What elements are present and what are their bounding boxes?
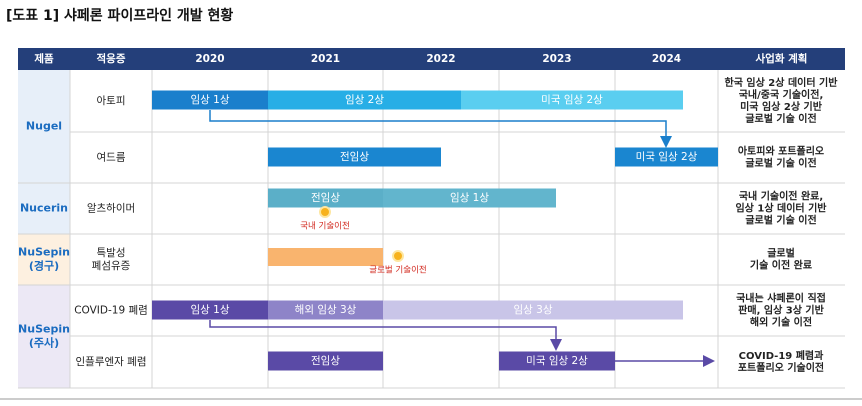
header-cell: 2024	[652, 53, 681, 65]
stage-bar	[152, 90, 268, 110]
indication: 폐섬유증	[92, 260, 131, 272]
product-bg	[18, 285, 70, 388]
stage-bar	[615, 147, 718, 167]
indication: 알츠하이머	[87, 202, 135, 215]
header-cell: 2023	[542, 53, 571, 65]
plan-line: 국내 기술이전 완료,	[739, 190, 823, 203]
indication: 특발성	[97, 247, 126, 259]
plan-line: 기술 이전 완료	[750, 259, 812, 272]
stage-label: 임상 1상	[191, 303, 230, 316]
transfer-icon	[392, 250, 404, 262]
indication: 아토피	[97, 95, 126, 107]
stage-bar	[268, 351, 383, 371]
stage-label: 미국 임상 2상	[541, 93, 603, 106]
stage-label: 전임상	[340, 150, 369, 163]
transfer-icon	[319, 206, 331, 218]
note: 글로벌 기술이전	[369, 265, 426, 276]
product-name: Nugel	[26, 120, 62, 133]
indication: 여드름	[97, 152, 126, 164]
plan-line: 글로벌 기술 이전	[745, 112, 816, 125]
plan-line: 한국 임상 2상 데이터 기반	[725, 76, 839, 89]
stage-bar	[383, 300, 683, 320]
stage-label: 미국 임상 2상	[636, 150, 698, 163]
stage-bar	[268, 147, 441, 167]
header-cell: 2021	[311, 53, 340, 65]
header-cell: 2022	[426, 53, 455, 65]
product-bg	[18, 183, 70, 234]
stage-bar	[499, 351, 615, 371]
stage-label: 전임상	[311, 354, 340, 367]
header-cell: 사업화 계획	[756, 52, 808, 65]
plan-line: 임상 1상 데이터 기반	[735, 202, 827, 215]
header-cell: 제품	[34, 52, 54, 65]
stage-label: 전임상	[311, 191, 340, 204]
stage-bar	[461, 90, 683, 110]
stage-bar	[152, 300, 268, 320]
arrow	[209, 320, 562, 351]
stage-bar	[268, 188, 383, 208]
arrow	[209, 110, 672, 148]
stage-label: 해외 임상 3상	[295, 303, 357, 316]
plan-line: 국내는 샤페론이 직접	[736, 292, 826, 305]
product-bg	[18, 234, 70, 285]
stage-bar	[268, 300, 383, 320]
stage-label: 임상 1상	[450, 191, 489, 204]
product-name: NuSepin	[18, 246, 70, 259]
product-name: (경구)	[29, 259, 59, 273]
plan-line: 글로벌	[767, 247, 795, 260]
product-bg	[18, 70, 70, 183]
header-cell: 2020	[195, 53, 224, 65]
header-bg	[18, 48, 845, 70]
product-name: NuSepin	[18, 323, 70, 336]
plan-line: 국내/중국 기술이전,	[739, 88, 824, 101]
product-name: Nucerin	[20, 202, 68, 215]
indication: COVID-19 폐렴	[74, 304, 148, 317]
stage-label: 미국 임상 2상	[526, 354, 588, 367]
product-name: (주사)	[29, 336, 59, 350]
header-cell: 적응증	[97, 52, 126, 65]
stage-bar	[383, 188, 556, 208]
plan-line: COVID-19 폐렴과	[739, 349, 824, 362]
plan-line: 포트폴리오 기술이전	[738, 361, 824, 374]
plan-line: 해외 기술 이전	[750, 316, 812, 329]
plan-line: 글로벌 기술 이전	[745, 214, 816, 227]
grid	[18, 70, 845, 389]
plan-line: 미국 임상 2상 기반	[740, 100, 823, 113]
title: [도표 1] 샤페론 파이프라인 개발 현황	[6, 7, 233, 24]
stage-label: 임상 2상	[345, 93, 384, 106]
indication: 인플루엔자 폐렴	[76, 355, 147, 368]
stage-bar	[268, 248, 383, 266]
stage-label: 임상 1상	[191, 93, 230, 106]
plan-line: 판매, 임상 3상 기반	[738, 304, 824, 317]
plan-line: 아토피와 포트폴리오	[738, 145, 824, 158]
plan-line: 글로벌 기술 이전	[745, 157, 816, 170]
stage-bar	[268, 90, 461, 110]
note: 국내 기술이전	[300, 221, 350, 232]
stage-label: 임상 3상	[514, 303, 553, 316]
